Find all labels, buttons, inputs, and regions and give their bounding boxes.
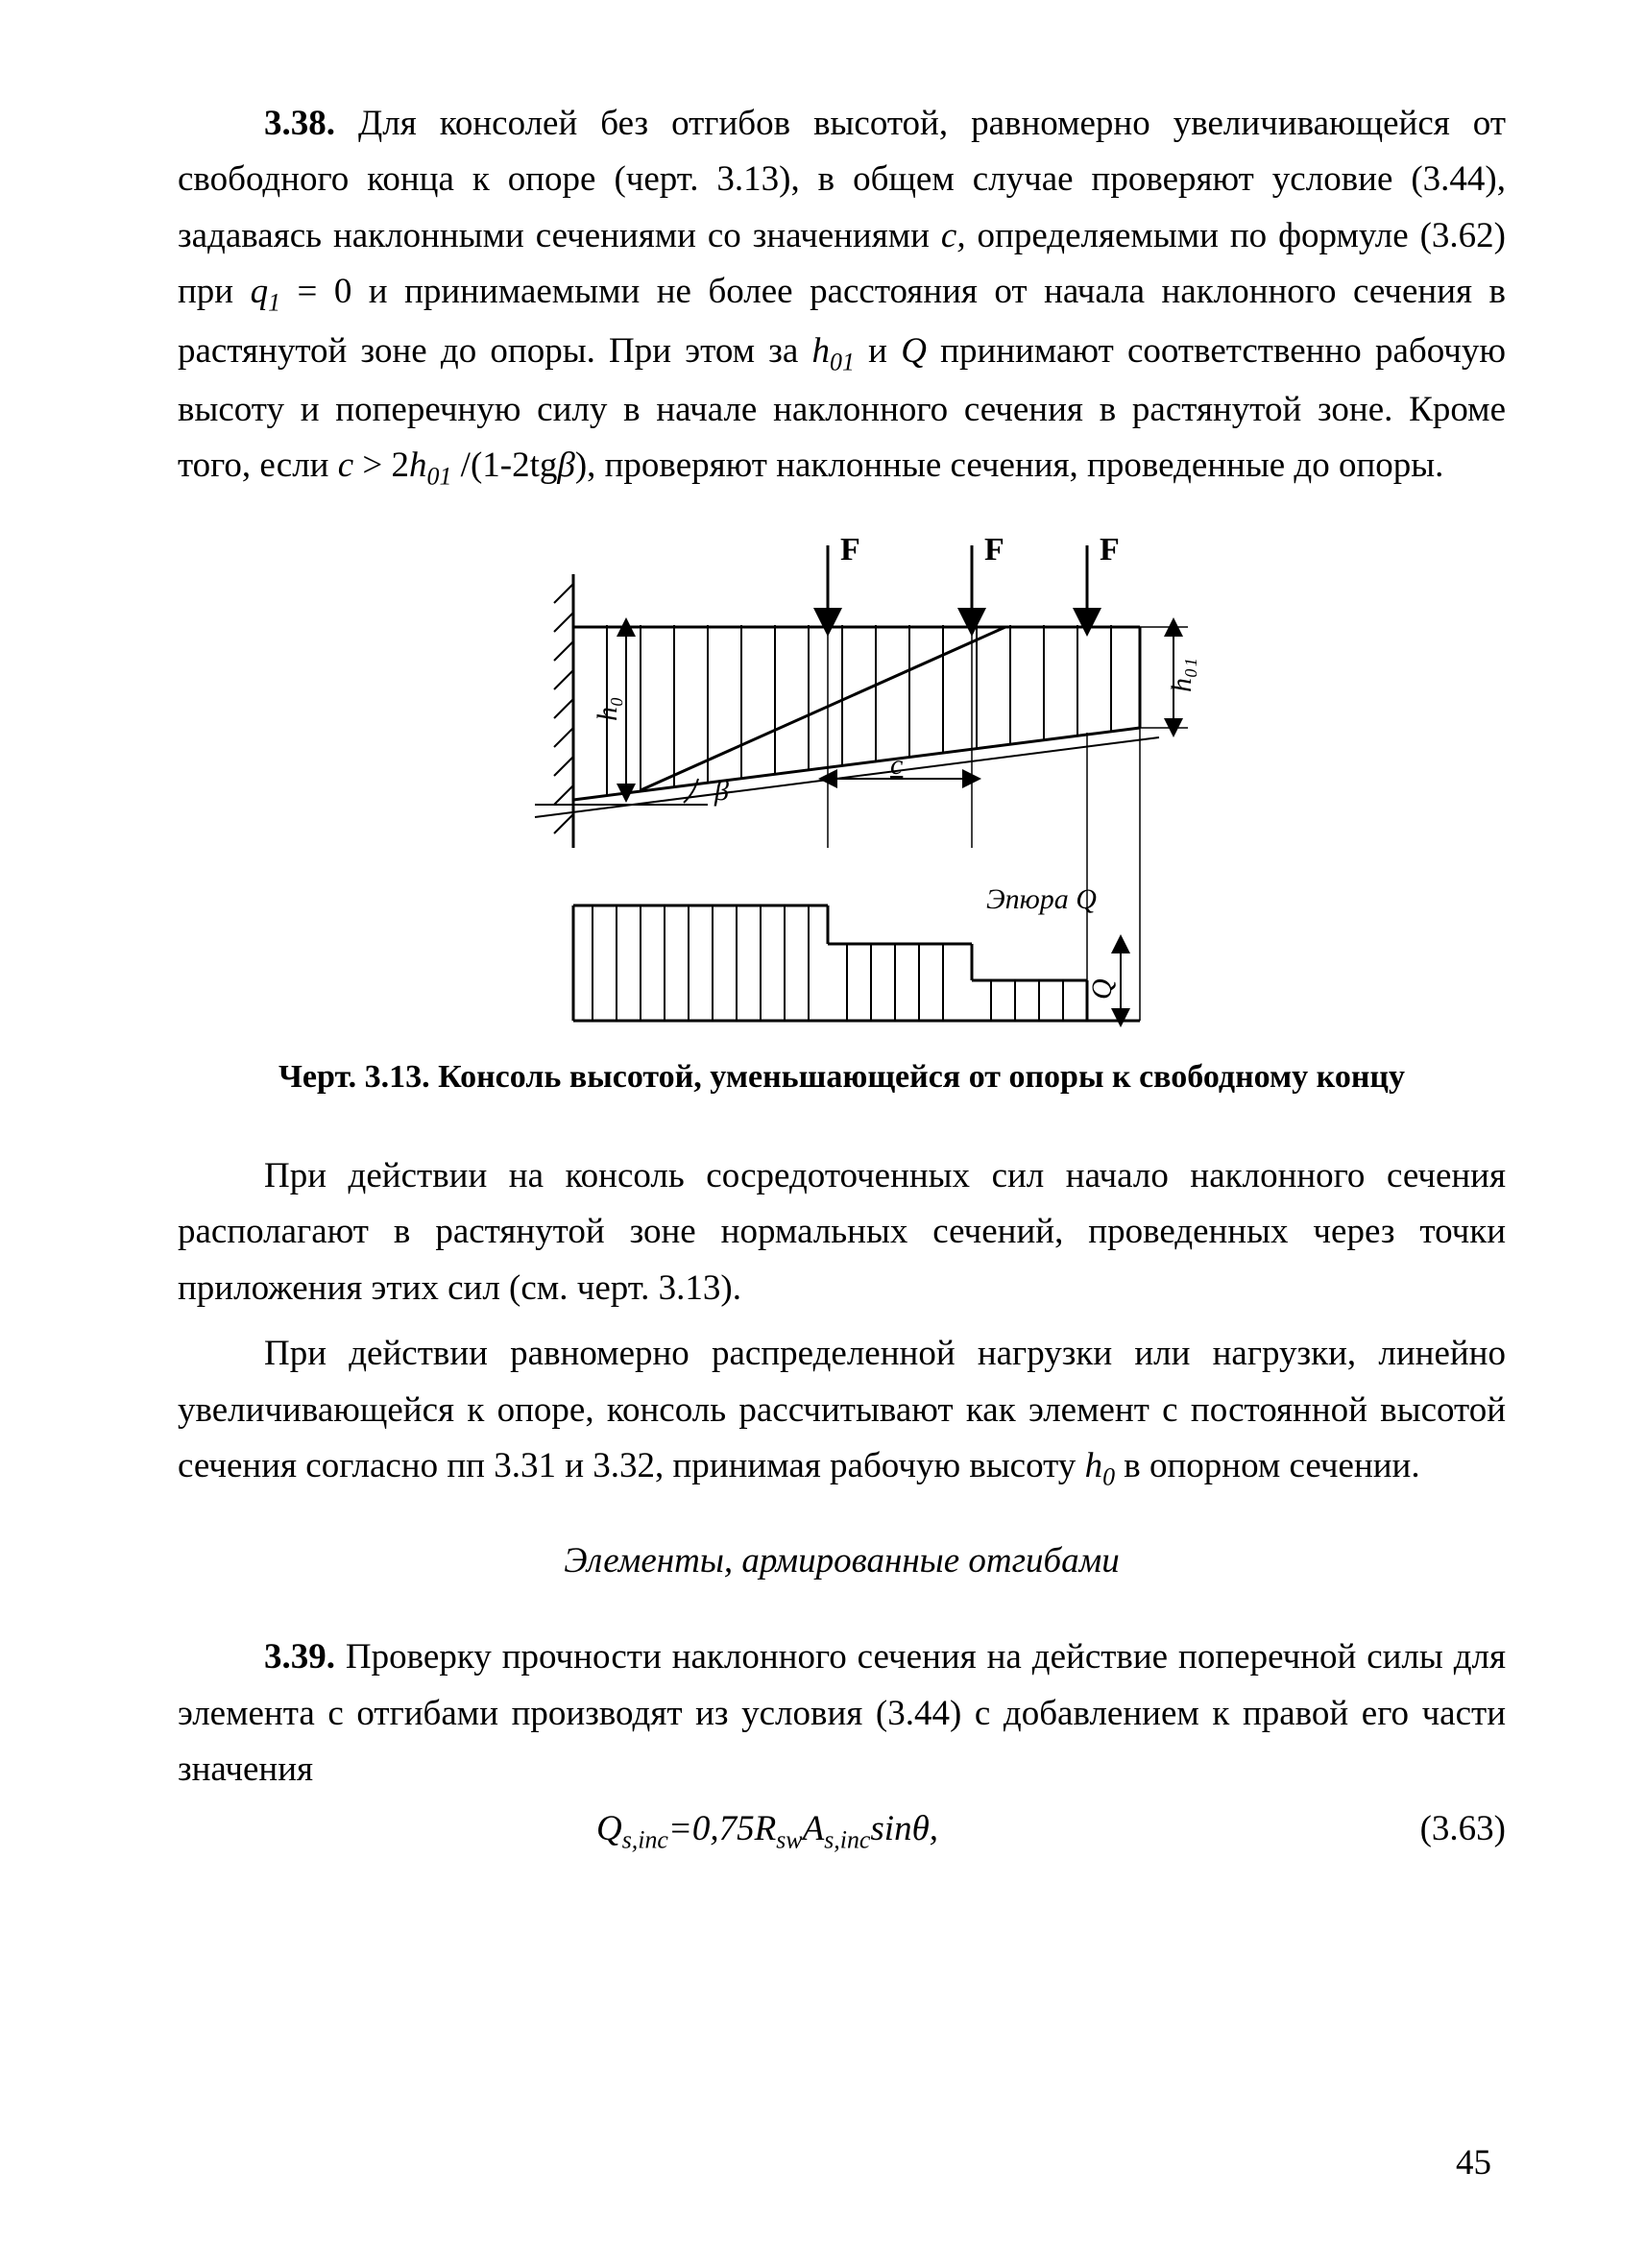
para-after-fig-1: При действии на консоль сосредоточенных … (178, 1148, 1506, 1316)
text: /(1-2tg (451, 446, 557, 485)
label-F: F (1100, 532, 1120, 567)
formula-3-63: Qs,inc=0,75RswAs,incsinθ, (3.63) (178, 1808, 1506, 1854)
label-epura: Эпюра Q (986, 883, 1097, 915)
var-c: c, (941, 216, 966, 255)
para-3-39: 3.39. Проверку прочности наклонного сече… (178, 1629, 1506, 1798)
formula-body: Qs,inc=0,75RswAs,incsinθ, (178, 1808, 1357, 1854)
var-q: q (251, 272, 269, 311)
label-c: c (890, 749, 903, 781)
text: Проверку прочности наклонного сечения на… (178, 1637, 1506, 1789)
label-Q: Q (1086, 978, 1118, 1000)
figure-caption: Черт. 3.13. Консоль высотой, уменьшающей… (178, 1059, 1506, 1096)
text: > 2 (353, 446, 409, 485)
figure-svg: F F F h₀ h₀₁ β c Эпюра Q Q (448, 521, 1236, 1030)
var-Q: Q (901, 331, 927, 371)
sub: 01 (427, 463, 452, 491)
label-h0: h₀ (592, 696, 623, 720)
formula-number: (3.63) (1357, 1808, 1506, 1849)
var-h: h (409, 446, 427, 485)
text: ), проверяют наклонные сечения, проведен… (575, 446, 1444, 485)
text: и (855, 331, 901, 371)
var-h0: h (1085, 1446, 1103, 1485)
label-beta: β (714, 775, 729, 807)
para-after-fig-2: При действии равномерно распределенной н… (178, 1326, 1506, 1497)
para-number: 3.39. (264, 1637, 335, 1677)
var-beta: β (557, 446, 574, 485)
label-F: F (984, 532, 1004, 567)
para-number: 3.38. (264, 104, 335, 143)
label-F: F (840, 532, 860, 567)
para-3-38: 3.38. Для консолей без отгибов высотой, … (178, 96, 1506, 497)
var-c: c (338, 446, 353, 485)
sub: 01 (830, 348, 855, 375)
page-number: 45 (1456, 2142, 1491, 2184)
label-h01: h₀₁ (1166, 658, 1197, 692)
var-h: h (812, 331, 831, 371)
figure-3-13: F F F h₀ h₀₁ β c Эпюра Q Q (178, 521, 1506, 1030)
sub: 0 (1102, 1462, 1115, 1490)
subsection-title: Элементы, армированные отгибами (178, 1540, 1506, 1581)
text: в опорном сечении. (1115, 1446, 1420, 1485)
sub: 1 (268, 289, 280, 317)
text: При действии на консоль сосредоточенных … (178, 1156, 1506, 1308)
